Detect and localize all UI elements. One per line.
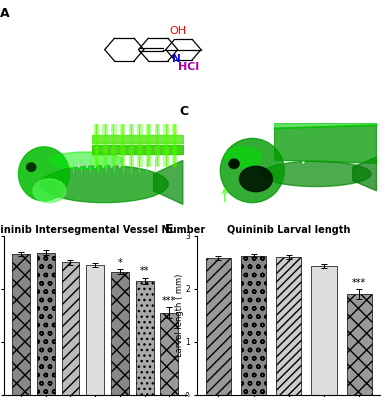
Polygon shape — [154, 160, 183, 204]
Text: N: N — [172, 54, 180, 64]
Ellipse shape — [40, 166, 168, 202]
Ellipse shape — [220, 139, 284, 202]
Bar — [111, 272, 129, 395]
Ellipse shape — [225, 147, 262, 167]
Text: ***: *** — [352, 278, 366, 288]
Text: *: * — [118, 258, 122, 268]
Bar — [241, 256, 266, 395]
Ellipse shape — [50, 152, 122, 169]
Bar — [37, 253, 55, 395]
Bar — [136, 281, 154, 395]
Title: Quininib Intersegmental Vessel Number: Quininib Intersegmental Vessel Number — [0, 225, 205, 235]
Bar — [61, 262, 79, 395]
Bar — [86, 265, 104, 395]
Title: Quininib Larval length: Quininib Larval length — [227, 225, 351, 235]
Text: E: E — [165, 223, 173, 236]
Bar — [346, 294, 372, 395]
Ellipse shape — [240, 166, 272, 192]
Ellipse shape — [26, 163, 36, 172]
Text: OH: OH — [169, 25, 186, 35]
Bar — [206, 258, 231, 395]
Polygon shape — [353, 157, 376, 191]
Text: **: ** — [140, 266, 149, 276]
Text: ***: *** — [162, 296, 176, 306]
Ellipse shape — [262, 161, 371, 187]
Ellipse shape — [18, 147, 70, 201]
Text: A: A — [0, 7, 10, 20]
Bar — [276, 257, 301, 395]
Ellipse shape — [229, 159, 239, 168]
Bar — [311, 266, 337, 395]
Ellipse shape — [33, 179, 66, 202]
Bar — [12, 254, 30, 395]
Text: C: C — [179, 105, 188, 118]
Y-axis label: Larval length ( mm): Larval length ( mm) — [175, 274, 184, 357]
Bar — [161, 313, 178, 395]
Text: HCl: HCl — [179, 62, 200, 72]
